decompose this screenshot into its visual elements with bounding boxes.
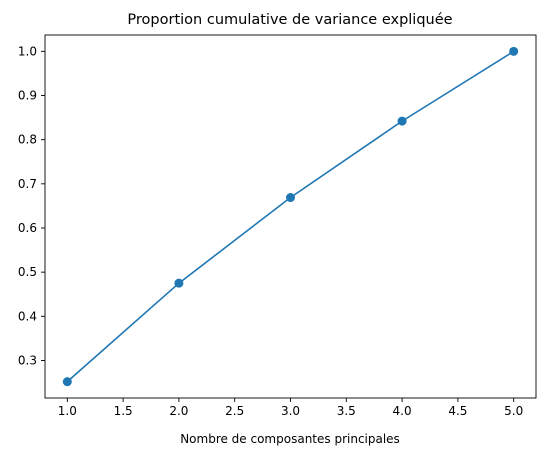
y-tick-label: 0.4	[18, 309, 37, 323]
y-tick-label: 0.8	[18, 133, 37, 147]
data-point	[63, 377, 72, 386]
y-tick-label: 1.0	[18, 44, 37, 58]
data-point	[398, 117, 407, 126]
y-tick-label: 0.5	[18, 265, 37, 279]
y-axis-ticks: 0.3 0.4 0.5 0.6 0.7 0.8 0.9 1.0	[18, 44, 45, 367]
chart-title: Proportion cumulative de variance expliq…	[127, 12, 452, 28]
y-tick-label: 0.7	[18, 177, 37, 191]
data-point	[286, 193, 295, 202]
x-tick-label: 2.0	[169, 404, 188, 418]
plot-area-frame	[45, 35, 536, 398]
x-tick-label: 2.5	[225, 404, 244, 418]
x-tick-label: 4.0	[393, 404, 412, 418]
x-tick-label: 3.5	[337, 404, 356, 418]
x-axis-ticks: 1.0 1.5 2.0 2.5 3.0 3.5 4.0 4.5 5.0	[58, 398, 523, 418]
series-points	[63, 47, 518, 386]
x-tick-label: 1.5	[114, 404, 133, 418]
data-point	[509, 47, 518, 56]
x-axis-title: Nombre de composantes principales	[180, 432, 400, 446]
x-tick-label: 5.0	[504, 404, 523, 418]
y-tick-label: 0.6	[18, 221, 37, 235]
y-tick-label: 0.9	[18, 89, 37, 103]
series-line	[67, 51, 513, 381]
y-tick-label: 0.3	[18, 353, 37, 367]
x-tick-label: 3.0	[281, 404, 300, 418]
x-tick-label: 4.5	[448, 404, 467, 418]
x-tick-label: 1.0	[58, 404, 77, 418]
data-point	[174, 279, 183, 288]
